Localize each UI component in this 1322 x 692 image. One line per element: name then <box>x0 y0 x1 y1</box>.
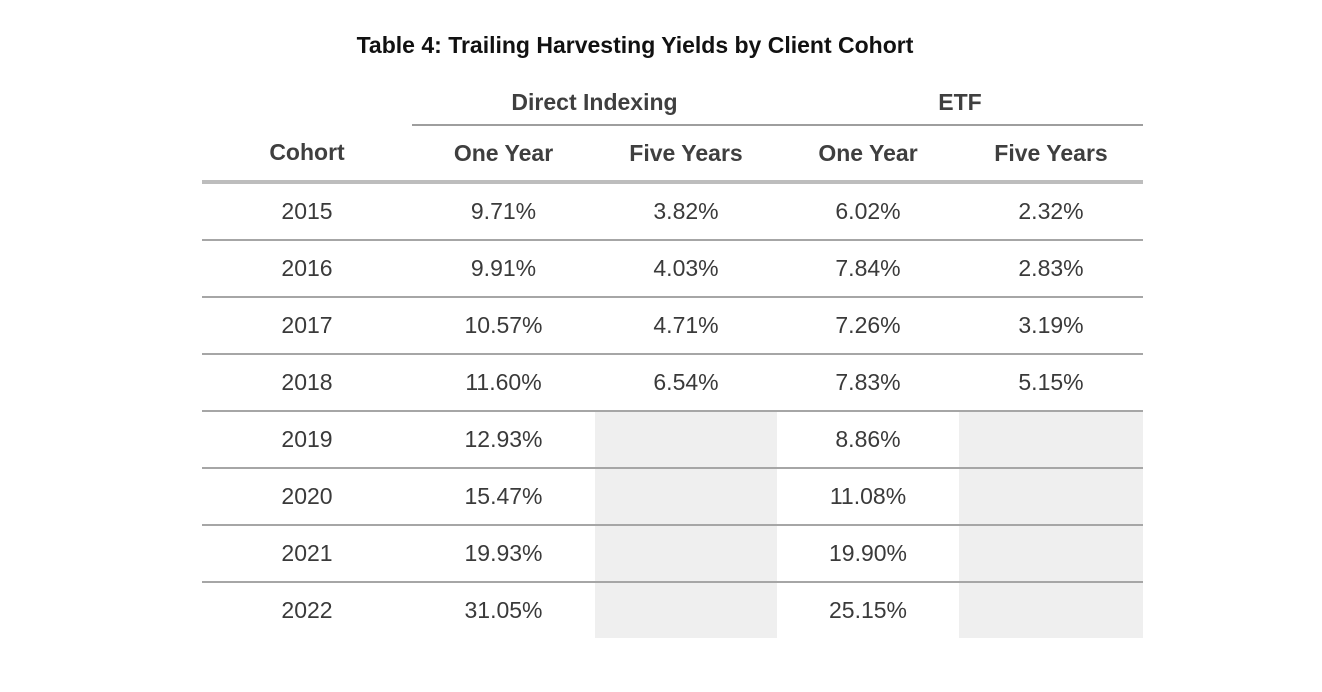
di-five-years-cell-empty <box>595 411 777 469</box>
di-one-year-cell: 9.71% <box>412 182 595 241</box>
etf-five-years-cell: 3.19% <box>959 297 1144 355</box>
table-row: 2018 11.60% 6.54% 7.83% 5.15% <box>202 354 1144 412</box>
di-one-year-cell: 31.05% <box>464 597 543 623</box>
di-one-year-cell: 19.93% <box>412 525 595 583</box>
cohort-cell: 2022 <box>281 597 333 623</box>
cohort-cell: 2016 <box>202 240 412 298</box>
di-five-years-cell-empty <box>595 468 777 526</box>
etf-one-year-cell: 25.15% <box>828 597 907 623</box>
yields-table: Direct Indexing ETF Cohort One Year Five… <box>202 80 1144 638</box>
table-row: 2022 31.05% 25.15% <box>202 582 1144 638</box>
table-row: 2015 9.71% 3.82% 6.02% 2.32% <box>202 182 1144 241</box>
group-header-direct-indexing: Direct Indexing <box>412 80 777 126</box>
di-one-year-cell: 9.91% <box>412 240 595 298</box>
group-spacer <box>202 80 412 125</box>
cohort-cell: 2015 <box>202 182 412 241</box>
di-one-year-cell: 12.93% <box>412 411 595 469</box>
di-five-years-cell: 4.71% <box>595 297 777 355</box>
di-five-years-cell: 6.54% <box>595 354 777 412</box>
di-five-years-cell: 3.82% <box>595 182 777 241</box>
etf-five-years-cell-empty <box>959 582 1144 638</box>
di-five-years-cell-empty <box>595 582 777 638</box>
etf-one-year-cell: 11.08% <box>777 468 959 526</box>
column-header-etf-five-years: Five Years <box>959 125 1144 184</box>
table-row: 2021 19.93% 19.90% <box>202 525 1144 583</box>
group-header-etf: ETF <box>777 80 1144 126</box>
column-group-row: Direct Indexing ETF <box>202 80 1144 126</box>
cohort-cell: 2018 <box>202 354 412 412</box>
di-one-year-cell: 10.57% <box>412 297 595 355</box>
column-header-di-five-years: Five Years <box>595 125 777 184</box>
etf-five-years-cell-empty <box>959 525 1144 583</box>
table-row: 2020 15.47% 11.08% <box>202 468 1144 526</box>
etf-one-year-cell: 19.90% <box>777 525 959 583</box>
table-body: 2015 9.71% 3.82% 6.02% 2.32% 2016 9.91% … <box>202 182 1144 638</box>
cohort-cell: 2020 <box>202 468 412 526</box>
etf-one-year-cell: 7.84% <box>777 240 959 298</box>
etf-five-years-cell-empty <box>959 411 1144 469</box>
table-row: 2016 9.91% 4.03% 7.84% 2.83% <box>202 240 1144 298</box>
etf-five-years-cell-empty <box>959 468 1144 526</box>
di-five-years-cell: 4.03% <box>595 240 777 298</box>
di-one-year-cell: 15.47% <box>412 468 595 526</box>
etf-five-years-cell: 2.83% <box>959 240 1144 298</box>
cohort-cell: 2017 <box>202 297 412 355</box>
etf-five-years-cell: 5.15% <box>959 354 1144 412</box>
table-row: 2019 12.93% 8.86% <box>202 411 1144 469</box>
table-title: Table 4: Trailing Harvesting Yields by C… <box>356 32 914 58</box>
column-header-row: Cohort One Year Five Years One Year Five… <box>202 125 1144 184</box>
column-header-etf-one-year: One Year <box>777 125 959 184</box>
di-one-year-cell: 11.60% <box>412 354 595 412</box>
cohort-cell: 2019 <box>202 411 412 469</box>
column-header-cohort: Cohort <box>202 125 412 184</box>
etf-one-year-cell: 6.02% <box>777 182 959 241</box>
di-five-years-cell-empty <box>595 525 777 583</box>
etf-one-year-cell: 7.26% <box>777 297 959 355</box>
etf-one-year-cell: 7.83% <box>777 354 959 412</box>
etf-five-years-cell: 2.32% <box>959 182 1144 241</box>
etf-one-year-cell: 8.86% <box>777 411 959 469</box>
cohort-cell: 2021 <box>202 525 412 583</box>
column-header-di-one-year: One Year <box>412 125 595 184</box>
table-row: 2017 10.57% 4.71% 7.26% 3.19% <box>202 297 1144 355</box>
